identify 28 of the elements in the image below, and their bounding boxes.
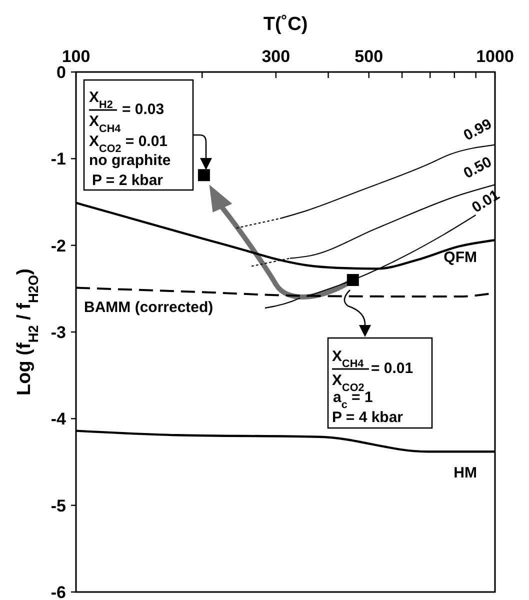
annotation: X$_{CH4}$ (89, 113, 121, 135)
annotation: X$_{H2}$ (89, 89, 113, 111)
y-tick-label: -3 (50, 323, 66, 342)
annotation: = 0.03 (122, 101, 164, 118)
y-tick-label: -6 (50, 583, 66, 600)
annotation: X$_{CO2}$ (332, 372, 364, 394)
annotation: no graphite (89, 152, 171, 169)
text: 0.50 (460, 153, 495, 182)
x-tick-label: 500 (354, 47, 384, 66)
series-label: HM (454, 464, 477, 482)
annotation: P = 2 kbar (92, 172, 164, 189)
annotation: P = 4 kbar (332, 409, 404, 426)
annotation: X$_{CH4}$ (332, 348, 364, 370)
series-label: BAMM (corrected) (84, 298, 214, 316)
text: 0.99 (460, 116, 495, 144)
annotation: = 0.01 (371, 360, 414, 377)
series-label: QFM (444, 249, 477, 266)
y-tick-label: 0 (56, 63, 66, 82)
x-tick-label: 300 (262, 47, 290, 66)
y-tick-label: -4 (50, 410, 67, 429)
x-tick-label: 100 (62, 47, 90, 66)
x-axis-title: T(˚C) (263, 14, 308, 35)
y-tick-label: -1 (50, 150, 66, 169)
y-tick-label: -5 (50, 496, 66, 516)
annotation: X$_{CO2}$ = 0.01 (89, 133, 168, 155)
x-tick-label: 1000 (476, 47, 514, 66)
text: 0.01 (468, 186, 503, 216)
y-tick-label: -2 (50, 236, 66, 256)
